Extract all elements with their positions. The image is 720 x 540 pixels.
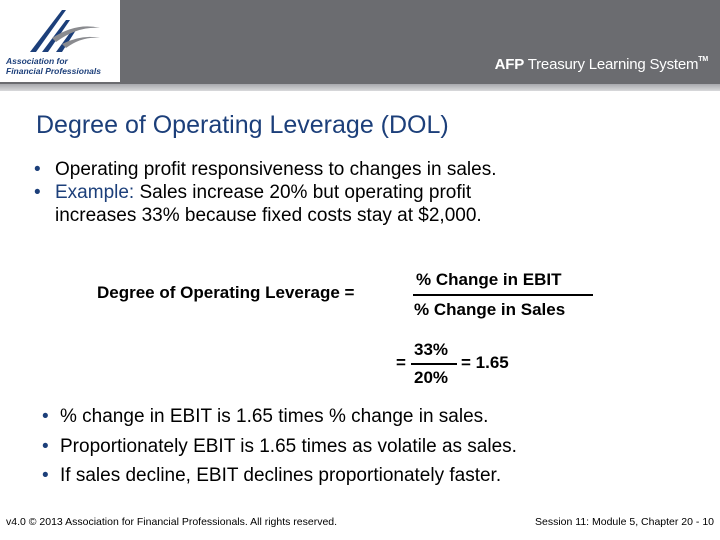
bullet-text: Operating profit responsiveness to chang… xyxy=(55,159,497,180)
formula-eq2-denominator: 20% xyxy=(414,368,449,387)
bullet-list-bottom: • % change in EBIT is 1.65 times % chang… xyxy=(42,402,718,491)
logo-text-line1: Association for xyxy=(6,56,68,66)
header-band xyxy=(0,84,720,91)
brand-tm: TM xyxy=(698,56,708,63)
afp-logo: Association for Financial Professionals xyxy=(0,0,120,82)
bullet-item: • Operating profit responsiveness to cha… xyxy=(34,158,714,181)
footer-session: Session 11: Module 5, Chapter 20 - 10 xyxy=(535,516,714,528)
formula-numerator: % Change in EBIT xyxy=(416,270,562,289)
formula-denominator: % Change in Sales xyxy=(414,300,566,319)
bullet-list-top: • Operating profit responsiveness to cha… xyxy=(34,158,714,227)
logo-text-line2: Financial Professionals xyxy=(6,66,101,76)
bullet-text: Sales increase 20% but operating profit xyxy=(134,182,472,203)
fraction-bar-2 xyxy=(411,363,457,365)
bullet-item: • If sales decline, EBIT declines propor… xyxy=(42,461,718,491)
formula-eq2-result: = 1.65 xyxy=(461,353,509,372)
bullet-dot: • xyxy=(42,406,49,427)
bullet-dot: • xyxy=(42,465,49,486)
bullet-text: If sales decline, EBIT declines proporti… xyxy=(60,465,502,486)
bullet-item: • % change in EBIT is 1.65 times % chang… xyxy=(42,402,718,432)
slide-title: Degree of Operating Leverage (DOL) xyxy=(36,111,449,139)
formula-lhs: Degree of Operating Leverage = xyxy=(97,283,355,302)
bullet-dot: • xyxy=(34,182,41,203)
bullet-text: % change in EBIT is 1.65 times % change … xyxy=(60,406,489,427)
bullet-dot: • xyxy=(42,435,49,457)
brand-prefix: AFP xyxy=(494,56,525,73)
bullet-text: Proportionately EBIT is 1.65 times as vo… xyxy=(60,435,517,457)
brand-title: AFP Treasury Learning SystemTM xyxy=(494,56,709,73)
formula-eq2-sign: = xyxy=(396,353,406,372)
afp-logo-icon xyxy=(30,10,100,52)
example-label: Example: xyxy=(55,182,135,203)
bullet-text-line2: increases 33% because fixed costs stay a… xyxy=(55,205,482,226)
bullet-dot: • xyxy=(34,159,41,180)
footer-copyright: v4.0 © 2013 Association for Financial Pr… xyxy=(6,516,338,528)
bullet-item: • Example: Sales increase 20% but operat… xyxy=(34,181,714,227)
bullet-item: • Proportionately EBIT is 1.65 times as … xyxy=(42,432,718,462)
brand-name: Treasury Learning System xyxy=(524,56,699,73)
fraction-bar xyxy=(413,294,593,296)
formula-eq2-numerator: 33% xyxy=(414,340,449,359)
logo-text: Association for Financial Professionals xyxy=(6,56,118,76)
header-bar xyxy=(0,0,720,84)
